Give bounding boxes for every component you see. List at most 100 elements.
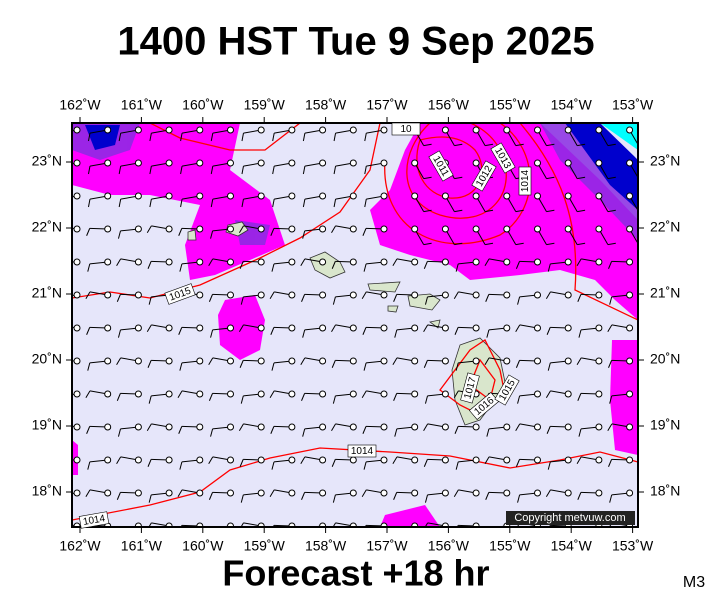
barb-flag (146, 423, 152, 432)
barb-flag (608, 360, 613, 368)
barb-flag (87, 263, 91, 272)
barb-flag (423, 242, 432, 246)
barb-flag (148, 494, 152, 503)
barb-flag (639, 243, 647, 244)
barb-station (288, 423, 296, 431)
barb-flag (577, 294, 582, 302)
barb-flag (210, 166, 214, 175)
barb-station (564, 489, 572, 497)
barb-flag (87, 199, 91, 208)
barb-station (319, 390, 327, 398)
barb-flag (607, 176, 616, 180)
barb-station (134, 324, 142, 332)
barb-station (472, 456, 480, 464)
barb-flag (486, 329, 490, 338)
barb-station (165, 258, 173, 266)
lon-label: 154˚W (551, 97, 593, 113)
barb-flag (55, 523, 59, 530)
barb-station (441, 489, 449, 497)
barb-flag (393, 492, 398, 500)
model-label: M3 (683, 574, 705, 591)
barb-station (104, 423, 112, 431)
barb-station (257, 225, 265, 233)
barb-station (288, 159, 296, 167)
barb-station (349, 159, 357, 167)
barb-flag (423, 261, 428, 269)
barb-station (104, 159, 112, 167)
barb-flag (423, 176, 432, 180)
barb-flag (55, 325, 59, 332)
barb-flag (270, 426, 275, 434)
barb-flag (576, 456, 582, 465)
barb-flag (271, 461, 275, 470)
barb-flag (269, 489, 275, 498)
barb-station (349, 324, 357, 332)
barb-flag (177, 390, 183, 399)
barb-station (104, 291, 112, 299)
lon-label: 162˚W (59, 538, 101, 554)
lon-label: 153˚W (612, 97, 654, 113)
barb-flag (485, 294, 490, 302)
barb-flag (576, 357, 582, 366)
barb-flag (546, 143, 555, 147)
barb-station (380, 126, 388, 134)
barb-station (227, 291, 234, 299)
barb-station (288, 390, 296, 398)
barb-station (595, 390, 603, 398)
barb-flag (517, 494, 521, 503)
barb-station (227, 489, 234, 497)
lon-label: 158˚W (305, 538, 347, 554)
barb-flag (546, 176, 555, 180)
barb-flag (363, 461, 367, 470)
barb-station (319, 192, 327, 200)
barb-station (411, 456, 419, 464)
barb-station (564, 225, 572, 233)
barb-station (411, 159, 419, 167)
barb-flag (609, 395, 613, 404)
barb-station (104, 357, 112, 365)
barb-flag (118, 166, 122, 175)
barb-station (564, 324, 572, 332)
barb-station (441, 258, 449, 266)
barb-station (104, 456, 112, 464)
barb-flag (515, 360, 520, 368)
barb-station (564, 291, 572, 299)
barb-flag (484, 456, 490, 465)
barb-station (534, 423, 541, 431)
barb-station (73, 390, 81, 398)
barb-station (503, 324, 511, 332)
barb-station (534, 225, 541, 233)
barb-station (595, 159, 603, 167)
barb-flag (362, 426, 367, 434)
barb-station (227, 456, 234, 464)
barb-flag (147, 261, 152, 269)
barb-flag (607, 143, 616, 147)
lon-label: 161˚W (121, 538, 163, 554)
barb-flag (272, 133, 275, 142)
barb-station (288, 192, 296, 200)
barb-flag (423, 324, 429, 333)
islands (187, 221, 506, 426)
barb-flag (238, 423, 244, 432)
barb-flag (302, 166, 306, 175)
barb-flag (239, 360, 244, 368)
barb-flag (210, 133, 214, 142)
lon-label: 157˚W (366, 97, 408, 113)
barb-flag (301, 294, 306, 302)
barb-station (564, 390, 572, 398)
barb-station (411, 357, 419, 365)
barb-flag (149, 166, 152, 175)
barb-station (134, 192, 142, 200)
barb-flag (332, 395, 336, 404)
barb-flag (393, 294, 398, 302)
barb-station (196, 225, 204, 233)
barb-station (503, 126, 511, 134)
barb-station (73, 489, 81, 497)
barb-station (257, 357, 265, 365)
barb-flag (515, 143, 524, 147)
title: 1400 HST Tue 9 Sep 2025 (117, 20, 594, 64)
barb-flag (547, 461, 551, 470)
barb-flag (515, 261, 520, 269)
barb-station (165, 423, 173, 431)
barb-flag (300, 456, 306, 465)
